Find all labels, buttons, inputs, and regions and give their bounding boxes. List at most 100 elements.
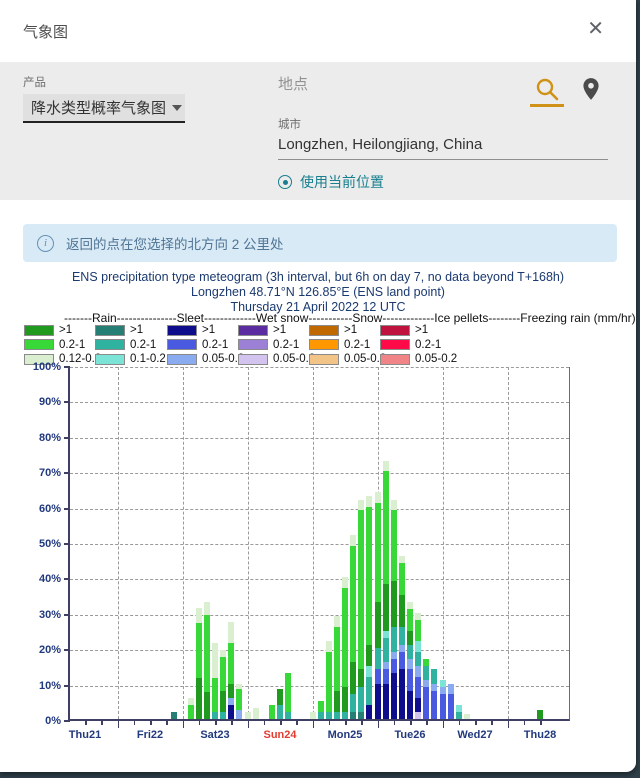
bar-segment — [203, 614, 210, 693]
bar-segment — [285, 672, 292, 712]
bar-segment — [309, 711, 316, 719]
bar-segment — [390, 651, 397, 659]
legend-swatch — [238, 353, 268, 365]
gridline-vertical — [312, 367, 314, 719]
place-search-input[interactable] — [278, 76, 528, 93]
x-axis-tick — [377, 721, 379, 728]
bar-segment — [195, 607, 202, 624]
x-axis-tick — [442, 721, 444, 728]
bar-segment — [212, 711, 218, 719]
bar-segment — [415, 665, 422, 677]
bar-segment — [398, 626, 405, 645]
x-axis-tick — [101, 721, 103, 725]
dialog-header: 气象图 ✕ — [0, 0, 636, 62]
bar-segment — [187, 704, 194, 719]
x-axis-label: Mon25 — [327, 729, 363, 741]
legend-entry: 0.2-1 — [238, 338, 315, 352]
bar-segment — [382, 460, 389, 472]
legend-entry-label: 0.2-1 — [202, 338, 229, 351]
search-icon[interactable] — [534, 76, 562, 104]
x-axis-label: Sun24 — [263, 729, 297, 741]
bar-segment — [382, 637, 389, 663]
gridline-horizontal — [70, 614, 569, 616]
bar-segment — [431, 669, 438, 684]
bar-segment — [374, 669, 381, 684]
legend-entry: 0.05-0.2 — [380, 352, 457, 366]
gridline-vertical — [182, 367, 184, 719]
meteogram-chart: ENS precipitation type meteogram (3h int… — [0, 268, 636, 768]
legend-entry: >1 — [167, 323, 244, 337]
bar-segment — [195, 678, 202, 719]
bar-segment — [236, 710, 243, 719]
gridline-horizontal — [70, 650, 569, 652]
bar-segment — [350, 711, 357, 719]
bar-segment — [350, 534, 357, 546]
info-banner-text: 返回的点在您选择的北方向 2 公里处 — [66, 237, 284, 252]
x-axis-tick — [393, 721, 396, 725]
bar-segment — [366, 644, 373, 666]
bar-segment — [220, 690, 227, 712]
close-icon[interactable]: ✕ — [587, 18, 604, 40]
x-axis-tick — [345, 721, 347, 725]
city-input[interactable] — [278, 132, 608, 160]
bar-segment — [236, 688, 243, 711]
legend-entry-label: 0.1-0.2 — [130, 353, 166, 365]
bar-segment — [431, 683, 438, 691]
bar-segment — [455, 704, 462, 712]
bar-segment — [423, 680, 430, 688]
x-axis-tick — [85, 721, 87, 725]
legend-entry: 0.2-1 — [24, 338, 101, 352]
bar-segment — [398, 669, 405, 719]
legend-entry: 0.2-1 — [167, 338, 244, 352]
search-active-underline — [530, 104, 564, 107]
bar-segment — [171, 711, 178, 719]
legend-entry-label: 0.2-1 — [344, 338, 371, 351]
legend-entry-label: 0.05-0.2 — [273, 353, 316, 365]
gridline-vertical — [442, 367, 444, 719]
legend-entry-label: 0.12-0.2 — [59, 353, 102, 365]
legend-swatch — [309, 324, 339, 336]
legend-entry-label: 0.05-0.2 — [344, 353, 387, 365]
bar-segment — [228, 683, 235, 698]
chevron-down-icon — [172, 104, 183, 111]
use-current-location-link[interactable]: 使用当前位置 — [278, 172, 384, 192]
bar-segment — [423, 665, 430, 681]
bar-segment — [325, 651, 332, 712]
gridline-horizontal — [70, 508, 569, 510]
x-axis-label: Tue26 — [394, 729, 426, 741]
bar-segment — [333, 690, 340, 712]
chart-title: ENS precipitation type meteogram (3h int… — [71, 270, 565, 284]
location-pin-icon[interactable] — [578, 76, 606, 104]
y-axis-label: 30% — [38, 608, 61, 621]
bar-segment — [398, 644, 405, 652]
legend-swatch — [380, 339, 410, 350]
bar-segment — [415, 651, 422, 666]
bar-segment — [220, 711, 227, 719]
legend-entry-label: 0.2-1 — [415, 338, 442, 351]
bar-segment — [228, 697, 235, 705]
bar-segment — [244, 711, 251, 719]
y-axis-tick — [64, 507, 70, 510]
bar-segment — [342, 687, 348, 712]
product-select[interactable]: 降水类型概率气象图 — [23, 94, 185, 123]
bar-segment — [382, 630, 389, 638]
bar-segment — [350, 694, 357, 712]
bar-segment — [382, 471, 389, 585]
legend-entry-label: >1 — [344, 324, 358, 336]
x-axis-tick — [523, 721, 526, 725]
legend-entry: 0.05-0.2 — [167, 352, 244, 366]
y-axis-tick — [64, 366, 70, 368]
bar-segment — [350, 662, 357, 695]
bar-segment — [390, 672, 397, 719]
legend-entry: 0.2-1 — [380, 338, 457, 352]
bar-segment — [407, 644, 413, 659]
legend-swatch — [24, 353, 54, 365]
bar-segment — [325, 711, 332, 719]
legend-entry: 0.12-0.2 — [24, 352, 101, 366]
bar-segment — [431, 690, 438, 719]
y-axis-label: 50% — [38, 538, 61, 550]
bar-segment — [317, 701, 324, 712]
bar-segment — [463, 713, 470, 719]
product-select-value: 降水类型概率气象图 — [31, 100, 167, 117]
